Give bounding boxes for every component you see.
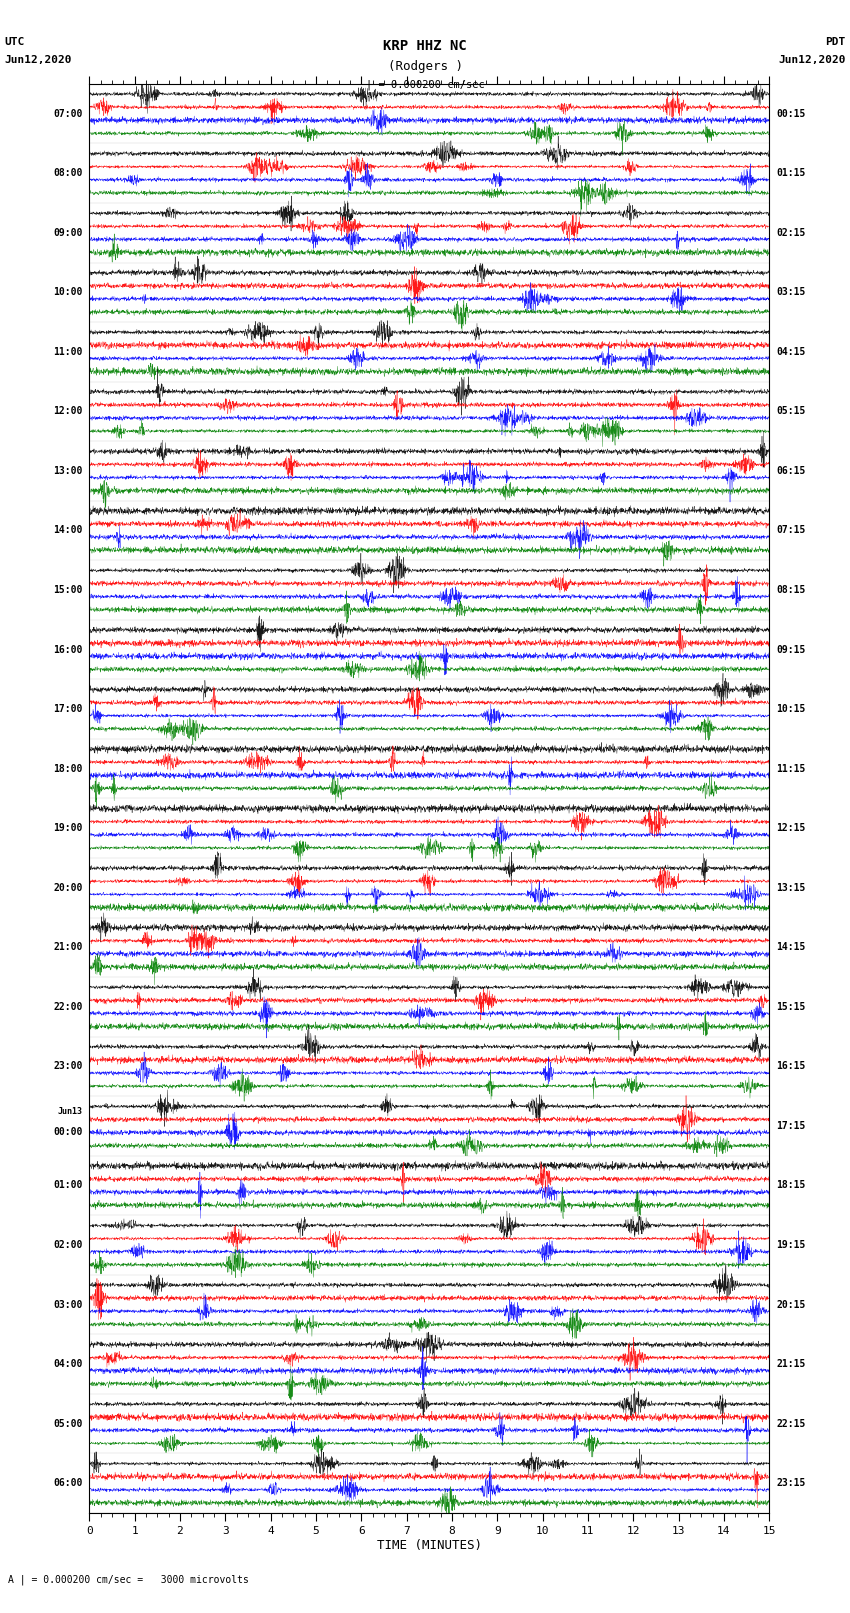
Text: Jun13: Jun13 bbox=[58, 1107, 82, 1116]
Text: A | = 0.000200 cm/sec =   3000 microvolts: A | = 0.000200 cm/sec = 3000 microvolts bbox=[8, 1574, 249, 1586]
Text: Jun12,2020: Jun12,2020 bbox=[779, 55, 846, 65]
Text: 05:15: 05:15 bbox=[776, 406, 806, 416]
Text: 05:00: 05:00 bbox=[53, 1419, 82, 1429]
Text: 11:00: 11:00 bbox=[53, 347, 82, 356]
Text: 21:00: 21:00 bbox=[53, 942, 82, 952]
Text: 12:15: 12:15 bbox=[776, 823, 806, 834]
Text: 13:15: 13:15 bbox=[776, 882, 806, 892]
Text: 09:00: 09:00 bbox=[53, 227, 82, 237]
Text: 18:00: 18:00 bbox=[53, 763, 82, 774]
Text: 03:15: 03:15 bbox=[776, 287, 806, 297]
Text: 22:15: 22:15 bbox=[776, 1419, 806, 1429]
Text: 08:00: 08:00 bbox=[53, 168, 82, 177]
Text: 22:00: 22:00 bbox=[53, 1002, 82, 1011]
Text: 23:15: 23:15 bbox=[776, 1478, 806, 1489]
Text: (Rodgers ): (Rodgers ) bbox=[388, 60, 462, 73]
Text: 03:00: 03:00 bbox=[53, 1300, 82, 1310]
Text: 17:00: 17:00 bbox=[53, 705, 82, 715]
Text: 23:00: 23:00 bbox=[53, 1061, 82, 1071]
Text: 10:00: 10:00 bbox=[53, 287, 82, 297]
Text: 02:00: 02:00 bbox=[53, 1240, 82, 1250]
Text: 14:15: 14:15 bbox=[776, 942, 806, 952]
Text: 15:15: 15:15 bbox=[776, 1002, 806, 1011]
Text: 16:00: 16:00 bbox=[53, 645, 82, 655]
Text: 02:15: 02:15 bbox=[776, 227, 806, 237]
Text: 04:00: 04:00 bbox=[53, 1360, 82, 1369]
Text: 01:00: 01:00 bbox=[53, 1181, 82, 1190]
Text: 19:15: 19:15 bbox=[776, 1240, 806, 1250]
Text: 06:15: 06:15 bbox=[776, 466, 806, 476]
Text: 09:15: 09:15 bbox=[776, 645, 806, 655]
Text: 07:00: 07:00 bbox=[53, 108, 82, 119]
Text: 00:15: 00:15 bbox=[776, 108, 806, 119]
Text: 19:00: 19:00 bbox=[53, 823, 82, 834]
Text: 12:00: 12:00 bbox=[53, 406, 82, 416]
Text: 06:00: 06:00 bbox=[53, 1478, 82, 1489]
Text: 21:15: 21:15 bbox=[776, 1360, 806, 1369]
Text: UTC: UTC bbox=[4, 37, 25, 47]
Text: KRP HHZ NC: KRP HHZ NC bbox=[383, 39, 467, 53]
Text: 08:15: 08:15 bbox=[776, 586, 806, 595]
Text: Jun12,2020: Jun12,2020 bbox=[4, 55, 71, 65]
Text: 11:15: 11:15 bbox=[776, 763, 806, 774]
Text: 07:15: 07:15 bbox=[776, 526, 806, 536]
Text: 16:15: 16:15 bbox=[776, 1061, 806, 1071]
Text: 17:15: 17:15 bbox=[776, 1121, 806, 1131]
Text: 04:15: 04:15 bbox=[776, 347, 806, 356]
Text: 15:00: 15:00 bbox=[53, 586, 82, 595]
Text: 10:15: 10:15 bbox=[776, 705, 806, 715]
Text: 18:15: 18:15 bbox=[776, 1181, 806, 1190]
Text: 14:00: 14:00 bbox=[53, 526, 82, 536]
X-axis label: TIME (MINUTES): TIME (MINUTES) bbox=[377, 1539, 482, 1552]
Text: | = 0.000200 cm/sec: | = 0.000200 cm/sec bbox=[366, 79, 484, 90]
Text: PDT: PDT bbox=[825, 37, 846, 47]
Text: 00:00: 00:00 bbox=[53, 1127, 82, 1137]
Text: 13:00: 13:00 bbox=[53, 466, 82, 476]
Text: 01:15: 01:15 bbox=[776, 168, 806, 177]
Text: 20:00: 20:00 bbox=[53, 882, 82, 892]
Text: 20:15: 20:15 bbox=[776, 1300, 806, 1310]
